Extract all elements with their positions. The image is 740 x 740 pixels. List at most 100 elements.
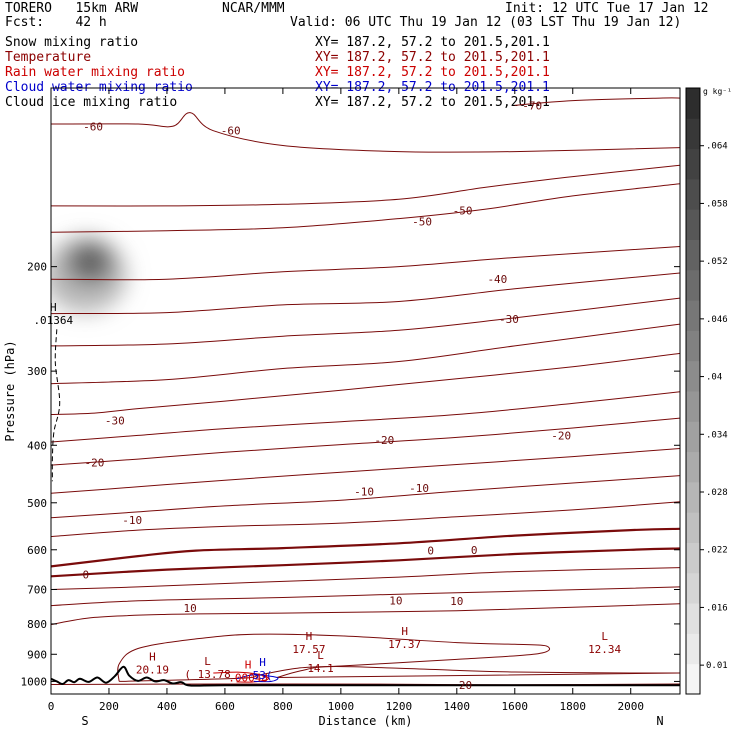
- temperature-closed-contour: [117, 633, 551, 682]
- colorbar-swatch: [686, 360, 700, 392]
- cloud-water-contour: [236, 674, 279, 683]
- legend-snow-coords: XY= 187.2, 57.2 to 201.5,201.1: [315, 35, 550, 50]
- y-tick-label: 200: [27, 261, 47, 274]
- temperature-contour: [51, 586, 680, 607]
- x-tick-label: 1000: [328, 700, 355, 713]
- snow-shade-inner: [68, 242, 112, 282]
- x-tick-label: 1200: [386, 700, 413, 713]
- contour-label: -60: [83, 120, 103, 133]
- contour-label: -50: [453, 205, 473, 218]
- extremum-mark: H: [306, 630, 313, 643]
- y-tick-label: 700: [27, 584, 47, 597]
- label-layer: -70 -60 -60 -50 -50 -40 -30 -30 -20 -20 -20 -10 -10 -…: [33, 99, 621, 692]
- north-label: N: [656, 714, 663, 728]
- terrain-layer: [51, 665, 680, 687]
- extremum-value: 17.57: [292, 643, 325, 656]
- legend-rain-label: Rain water mixing ratio: [5, 65, 186, 80]
- x-tick-label: 1400: [444, 700, 471, 713]
- temperature-contour: [51, 183, 680, 233]
- colorbar-tick-label: .016: [706, 603, 728, 613]
- colorbar-swatch: [686, 603, 700, 634]
- contour-label: -30: [499, 313, 519, 326]
- contour-label: -60: [221, 125, 241, 138]
- colorbar-tick-label: .04: [706, 373, 722, 383]
- axes-layer: 0 200 400 600 800 1000 1200 1400 1600 1800 2000200…: [3, 88, 680, 728]
- colorbar-swatch: [686, 118, 700, 150]
- contour-label: -30: [105, 414, 125, 427]
- contour-label: 10: [450, 595, 463, 608]
- legend-snow-label: Snow mixing ratio: [5, 35, 139, 50]
- contour-layer: [51, 97, 680, 686]
- forecast-label: Fcst: 42 h: [5, 15, 107, 30]
- extremum-mark: H: [401, 625, 408, 638]
- contour-label: 10: [389, 594, 402, 607]
- extremum-mark: L: [317, 649, 324, 662]
- y-tick-label: 600: [27, 544, 47, 557]
- legend-temperature-coords: XY= 187.2, 57.2 to 201.5,201.1: [315, 50, 550, 65]
- colorbar-unit: g kg⁻¹: [703, 87, 732, 96]
- temperature-contour: [51, 527, 680, 568]
- y-tick-label: 900: [27, 648, 47, 661]
- extremum-mark: L: [204, 655, 211, 668]
- colorbar-swatch: [686, 633, 700, 665]
- contour-label: 10: [184, 602, 197, 615]
- temperature-contour: [51, 603, 680, 626]
- y-axis-label: Pressure (hPa): [3, 340, 17, 441]
- temperature-contour: [51, 272, 680, 315]
- x-axis-label: Distance (km): [319, 714, 413, 728]
- contour-label: 0: [427, 545, 434, 558]
- contour-label: -20: [374, 434, 394, 447]
- temperature-contour: [51, 547, 680, 578]
- extremum-mark: H: [245, 659, 252, 672]
- colorbar-swatch: [686, 391, 700, 422]
- init-label: Init: 12 UTC Tue 17 Jan 12: [505, 1, 709, 16]
- plot-frame: [50, 87, 681, 695]
- model-label: TORERO 15km ARW: [5, 1, 139, 16]
- x-tick-label: 1600: [502, 700, 529, 713]
- contour-label: -50: [412, 216, 432, 229]
- extremum-mark: H: [259, 656, 266, 669]
- temperature-contour: [51, 417, 680, 466]
- contour-label: -10: [354, 486, 374, 499]
- terrain-line: [51, 665, 680, 687]
- temperature-contour: [51, 164, 680, 207]
- contour-label: -70: [522, 99, 542, 112]
- center-label: NCAR/MMM: [222, 1, 285, 16]
- x-tick-label: 200: [99, 700, 119, 713]
- y-tick-label: 800: [27, 618, 47, 631]
- y-tick-label: 400: [27, 439, 47, 452]
- x-tick-label: 400: [157, 700, 177, 713]
- temperature-contour: [51, 246, 680, 281]
- colorbar-swatch: [686, 663, 700, 695]
- snow-shading: [51, 237, 127, 313]
- extremum-value: 53(: [253, 669, 273, 682]
- colorbar-swatch: [686, 239, 700, 271]
- extremum-value: 12.34: [588, 643, 621, 656]
- extremum-value: ( 13.78: [184, 668, 230, 681]
- colorbar-tick-label: .028: [706, 488, 728, 498]
- south-label: S: [81, 714, 88, 728]
- temperature-contour: [51, 112, 680, 153]
- temperature-contour: [51, 567, 680, 590]
- colorbar-tick-label: .046: [706, 315, 728, 325]
- extremum-value: .01364: [33, 314, 73, 327]
- contour-label: -40: [487, 273, 507, 286]
- temperature-contour: [51, 352, 680, 415]
- contour-label: -10: [122, 514, 142, 527]
- colorbar-swatch: [686, 481, 700, 513]
- colorbar-swatch: [686, 542, 700, 574]
- x-tick-label: 800: [273, 700, 293, 713]
- y-tick-label: 300: [27, 365, 47, 378]
- temperature-contour: [51, 501, 680, 538]
- temperature-closed-contour: [276, 666, 680, 678]
- legend-cloud-ice-label: Cloud ice mixing ratio: [5, 95, 178, 110]
- colorbar-tick-label: .034: [706, 430, 728, 440]
- extremum-value: 20.19: [136, 664, 169, 677]
- colorbar-swatch: [686, 269, 700, 301]
- colorbar-swatch: [686, 178, 700, 210]
- contour-label: 20: [459, 679, 472, 692]
- contour-label: -20: [551, 429, 571, 442]
- x-tick-label: 2000: [617, 700, 644, 713]
- legend-cloud-ice-coords: XY= 187.2, 57.2 to 201.5,201.1: [315, 95, 550, 110]
